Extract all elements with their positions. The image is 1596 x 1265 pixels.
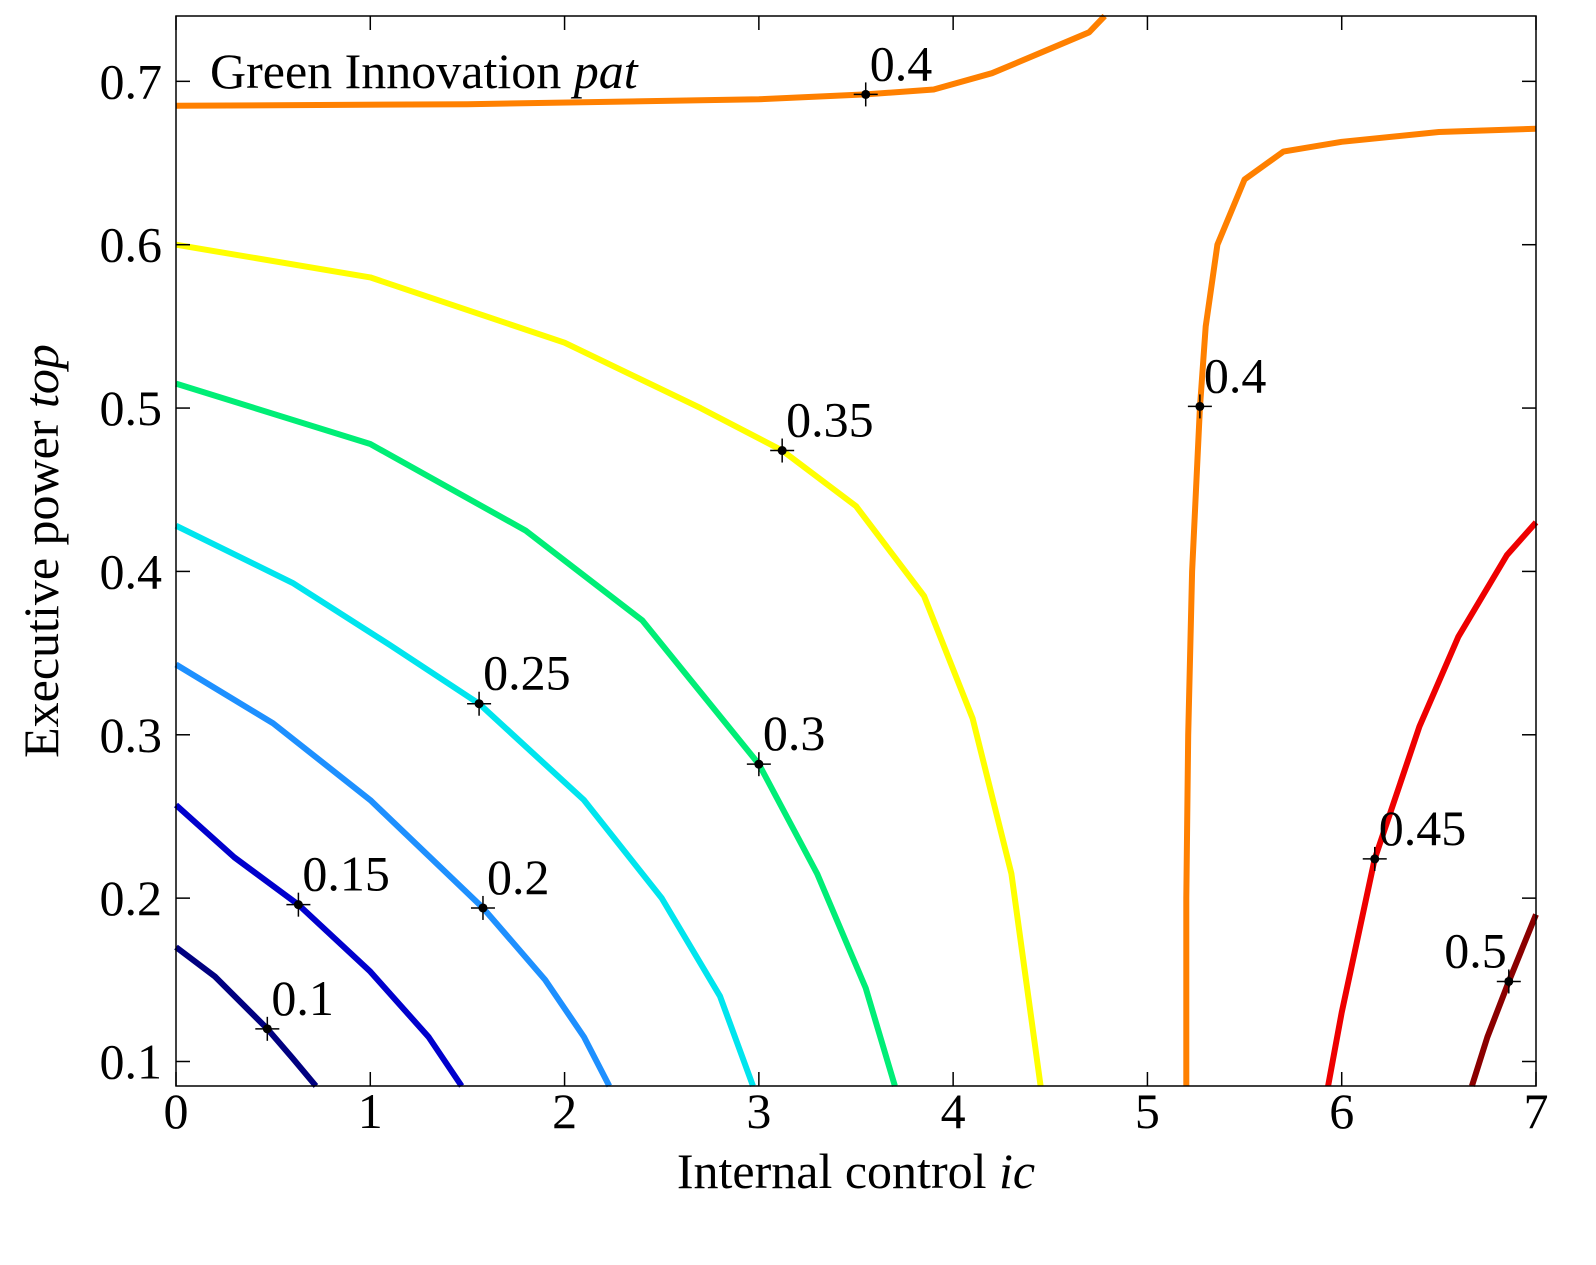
label-marker-layer [255, 82, 1521, 1041]
contour-layer [173, 13, 1539, 1088]
chart-title-italic: pat [571, 43, 639, 99]
contour-label-0.35-0: 0.35 [786, 392, 874, 448]
plot-frame [175, 15, 1537, 1087]
marker-dot [754, 759, 764, 769]
contour-label-0.25-0: 0.25 [483, 645, 570, 701]
contour-label-0.45-0: 0.45 [1379, 800, 1467, 856]
contour-marker-0.2-0 [470, 895, 495, 920]
marker-dot [1504, 976, 1514, 986]
x-tick-label-4: 4 [941, 1083, 966, 1139]
contour-line-0.4-seg-1 [1183, 125, 1537, 1086]
y-tick-label-0.1: 0.1 [100, 1033, 163, 1089]
y-axis-label-text: Executive power [13, 408, 69, 758]
y-tick-label-0.4: 0.4 [100, 543, 163, 599]
marker-dot [474, 699, 484, 709]
marker-dot [1370, 854, 1380, 864]
contour-marker-0.25-0 [467, 691, 492, 716]
contour-marker-0.45-0 [1362, 846, 1387, 871]
x-tick-label-5: 5 [1135, 1083, 1160, 1139]
y-tick-label-0.6: 0.6 [100, 217, 163, 273]
x-tick-label-6: 6 [1329, 1083, 1354, 1139]
contour-line-0.3-seg-0 [175, 380, 898, 1087]
marker-dot [262, 1024, 272, 1034]
contour-marker-0.35-0 [770, 438, 795, 463]
y-tick-label-0.7: 0.7 [100, 53, 163, 109]
y-tick-label-0.3: 0.3 [100, 707, 163, 763]
x-tick-label-2: 2 [552, 1083, 577, 1139]
contour-label-0.2-0: 0.2 [487, 849, 550, 905]
y-tick-label-0.2: 0.2 [100, 870, 163, 926]
chart-title-text: Green Innovation [210, 43, 574, 99]
contour-marker-0.15-0 [286, 892, 311, 917]
contour-marker-0.3-0 [746, 752, 771, 777]
contour-marker-0.4-1 [1187, 394, 1212, 419]
x-tick-label-1: 1 [358, 1083, 383, 1139]
contour-label-0.15-0: 0.15 [302, 846, 390, 902]
contour-label-0.5-0: 0.5 [1444, 922, 1507, 978]
contour-line-0.35-seg-0 [175, 241, 1044, 1087]
contour-line-0.4-seg-0 [175, 13, 1107, 109]
x-axis-label-text: Internal control [677, 1143, 999, 1199]
contour-line-0.5-seg-0 [1469, 913, 1539, 1087]
contour-marker-0.4-0 [853, 82, 878, 107]
chart-title: Green Innovation pat [210, 43, 639, 99]
tick-layer [175, 16, 1537, 1086]
marker-dot [1195, 401, 1205, 411]
contour-label-0.4-0: 0.4 [870, 35, 933, 91]
contour-label-0.4-1: 0.4 [1204, 347, 1267, 403]
contour-label-0.3-0: 0.3 [763, 705, 826, 761]
contour-line-0.25-seg-0 [174, 523, 756, 1088]
contour-marker-0.5-0 [1496, 969, 1521, 994]
x-tick-label-3: 3 [746, 1083, 771, 1139]
x-tick-label-0: 0 [164, 1083, 189, 1139]
contour-line-0.15-seg-0 [173, 802, 465, 1088]
x-tick-label-7: 7 [1524, 1083, 1549, 1139]
x-axis-label-italic: ic [999, 1143, 1035, 1199]
marker-dot [777, 446, 787, 456]
y-axis-label: Executive power top [13, 344, 69, 758]
contour-line-0.45-seg-0 [1325, 520, 1539, 1087]
y-axis-label-italic: top [13, 344, 69, 408]
contour-label-0.1-0: 0.1 [271, 970, 334, 1026]
x-axis-label: Internal control ic [677, 1143, 1035, 1199]
text-layer: 0.1 0.15 0.2 0.25 0.3 0.35 0.4 0.4 0.45 0.5 0 1 2 3 4 5… [100, 35, 1549, 1139]
marker-dot [293, 900, 303, 910]
marker-dot [478, 903, 488, 913]
y-tick-label-0.5: 0.5 [100, 380, 163, 436]
contour-marker-0.1-0 [255, 1016, 280, 1041]
marker-dot [861, 89, 871, 99]
